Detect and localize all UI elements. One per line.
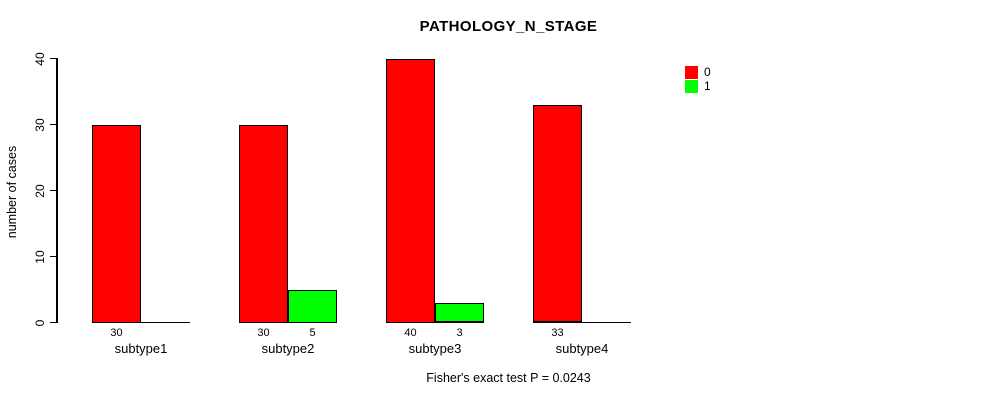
x-category-label: subtype2 (261, 341, 315, 356)
y-tick (49, 57, 56, 60)
legend-label-series-0: 0 (704, 64, 711, 79)
bar-value-label: 5 (309, 327, 316, 339)
y-tick-label: 20 (33, 183, 47, 198)
legend-swatch-series-0 (685, 65, 698, 79)
bar-series-1 (288, 289, 337, 323)
bar-series-0 (386, 58, 435, 323)
y-axis-line (56, 57, 58, 324)
y-tick-label: 0 (33, 319, 47, 326)
bar-value-label: 30 (257, 327, 270, 339)
group-baseline (386, 321, 484, 324)
bar-series-0 (92, 124, 141, 323)
bar-series-1 (435, 302, 484, 323)
y-tick (49, 189, 56, 192)
x-category-label: subtype3 (408, 341, 462, 356)
y-tick (49, 255, 56, 258)
chart-title: PATHOLOGY_N_STAGE (419, 18, 598, 35)
bar-value-label: 40 (404, 327, 417, 339)
group-baseline (239, 321, 337, 324)
y-tick-label: 10 (33, 249, 47, 264)
y-tick-label: 40 (33, 51, 47, 66)
caption: Fisher's exact test P = 0.0243 (426, 371, 591, 385)
group-baseline (533, 321, 631, 324)
bar-series-0 (533, 104, 582, 323)
group-baseline (92, 321, 190, 324)
y-tick (49, 321, 56, 324)
legend-item-series-1: 1 (685, 79, 711, 93)
legend-label-series-1: 1 (704, 78, 711, 93)
bar-series-0 (239, 124, 288, 323)
x-category-label: subtype1 (114, 341, 168, 356)
legend-item-series-0: 0 (685, 65, 711, 79)
bar-value-label: 33 (551, 327, 564, 339)
y-tick (49, 123, 56, 126)
x-category-label: subtype4 (555, 341, 609, 356)
legend-swatch-series-1 (685, 79, 698, 93)
legend: 0 1 (685, 65, 711, 93)
bar-value-label: 3 (456, 327, 463, 339)
y-tick-label: 30 (33, 117, 47, 132)
bar-value-label: 30 (110, 327, 123, 339)
